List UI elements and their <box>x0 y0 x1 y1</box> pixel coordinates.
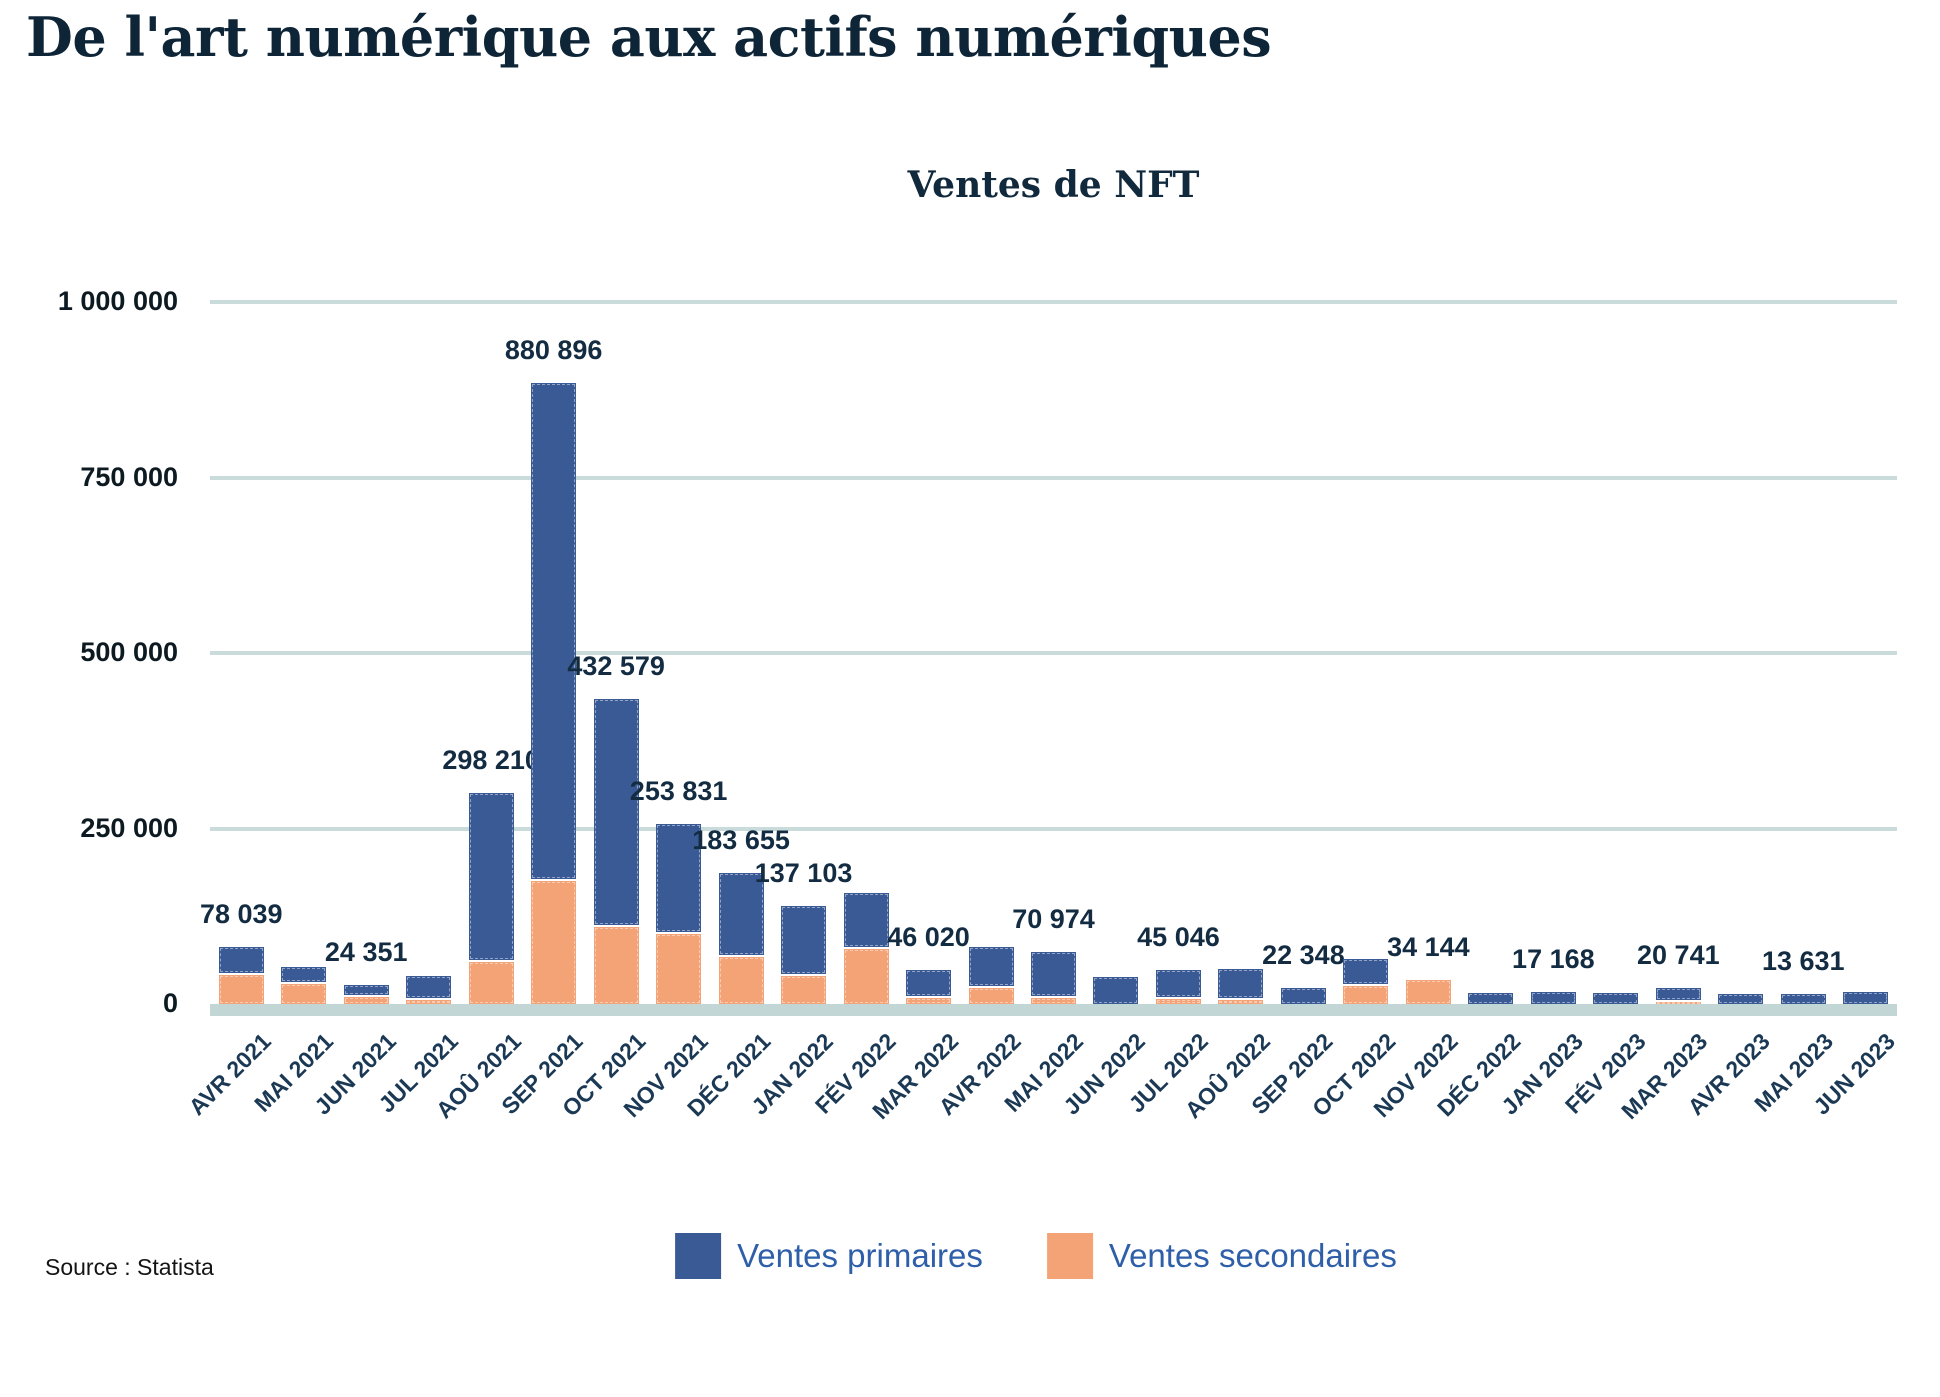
bar-segment-secondary <box>718 957 764 1004</box>
bar-segment-primary <box>1093 977 1139 1004</box>
bar-segment-secondary <box>1343 986 1389 1004</box>
gridline <box>210 651 1897 655</box>
bar-segment-secondary <box>343 997 389 1004</box>
bar-value-label: 298 210 <box>442 745 540 775</box>
bar-segment-secondary <box>1218 1000 1264 1004</box>
bar-value-label: 24 351 <box>324 937 408 967</box>
bar-value-label: 880 896 <box>504 335 603 365</box>
bar-segment-primary <box>656 824 702 932</box>
gridline <box>210 475 1897 480</box>
bar-value-label: 46 020 <box>887 922 970 952</box>
bar-segment-primary <box>781 906 827 974</box>
bar-segment-secondary <box>656 934 702 1004</box>
legend-label-secondary: Ventes secondaires <box>1108 1237 1397 1274</box>
bar-segment-primary <box>531 383 577 879</box>
bar-segment-primary <box>906 970 952 996</box>
x-axis-line <box>210 1004 1897 1016</box>
bar-segment-primary <box>1343 959 1389 984</box>
bar-segment-primary <box>1155 970 1201 997</box>
bar-segment-primary <box>843 893 889 947</box>
bar-segment-primary <box>1843 992 1889 1004</box>
source-note: Source : Statista <box>45 1254 214 1280</box>
bar-value-label: 78 039 <box>199 899 283 929</box>
gridline <box>210 826 1897 831</box>
legend-label-primary: Ventes primaires <box>737 1237 983 1274</box>
y-axis-tick-label: 1 000 000 <box>57 286 178 316</box>
y-axis-tick-label: 500 000 <box>80 637 178 667</box>
bar-segment-primary <box>1031 952 1076 996</box>
bar-segment-primary <box>1593 993 1639 1004</box>
chart-legend: Ventes primaires Ventes secondaires <box>675 1233 1397 1279</box>
bar-segment-primary <box>718 873 764 955</box>
bar-segment-secondary <box>406 1000 452 1004</box>
bar-segment-secondary <box>218 975 264 1004</box>
gridline <box>210 300 1897 304</box>
bar-segment-secondary <box>906 998 952 1004</box>
bar-segment-primary <box>1468 993 1514 1004</box>
bar-segment-secondary <box>968 988 1014 1004</box>
bar-segment-primary <box>1718 994 1764 1004</box>
legend-item-primary: Ventes primaires <box>675 1233 983 1279</box>
bar-value-label: 34 144 <box>1387 932 1470 962</box>
y-axis-tick-label: 250 000 <box>80 812 178 843</box>
chart-title: Ventes de NFT <box>907 164 1200 206</box>
bar-segment-secondary <box>531 881 577 1004</box>
bar-value-label: 45 046 <box>1137 922 1220 952</box>
page-title: De l'art numérique aux actifs numériques <box>26 5 1272 69</box>
bar-segment-primary <box>1530 992 1576 1004</box>
bar-segment-primary <box>1280 988 1326 1004</box>
legend-swatch-primary <box>675 1233 722 1279</box>
y-axis-tick-label: 750 000 <box>80 461 178 492</box>
bar-value-label: 13 631 <box>1761 946 1845 976</box>
bar-value-label: 20 741 <box>1637 940 1720 970</box>
bar-segment-primary <box>1218 969 1264 998</box>
bar-segment-primary <box>343 985 389 995</box>
legend-item-secondary: Ventes secondaires <box>1046 1233 1397 1279</box>
legend-swatch-secondary <box>1046 1233 1093 1279</box>
bar-segment-primary <box>968 947 1014 986</box>
bar-segment-secondary <box>468 962 514 1004</box>
bar-segment-secondary <box>1155 999 1201 1004</box>
bar-segment-secondary <box>843 949 889 1004</box>
bar-segment-secondary <box>593 927 639 1004</box>
bar-segment-primary <box>406 976 452 998</box>
bar-value-label: 432 579 <box>567 651 665 681</box>
bar-segment-primary <box>1780 994 1826 1004</box>
bar-segment-secondary <box>1031 998 1076 1004</box>
bar-segment-secondary <box>1405 980 1451 1004</box>
bar-segment-primary <box>218 947 264 973</box>
bar-value-label: 17 168 <box>1512 944 1595 974</box>
bar-segment-secondary <box>1655 1002 1701 1004</box>
bar-segment-primary <box>593 699 639 925</box>
bar-segment-secondary <box>781 976 827 1004</box>
bar-value-label: 253 831 <box>629 776 728 806</box>
bar-segment-primary <box>281 967 327 982</box>
bar-segment-primary <box>468 793 514 960</box>
bar-segment-primary <box>1655 988 1701 1000</box>
bar-value-label: 137 103 <box>754 858 853 888</box>
bar-value-label: 70 974 <box>1012 904 1095 934</box>
bar-value-label: 22 348 <box>1262 940 1345 970</box>
bar-segment-secondary <box>281 984 327 1004</box>
y-axis-tick-label: 0 <box>162 988 178 1018</box>
bar-value-label: 183 655 <box>692 825 790 855</box>
